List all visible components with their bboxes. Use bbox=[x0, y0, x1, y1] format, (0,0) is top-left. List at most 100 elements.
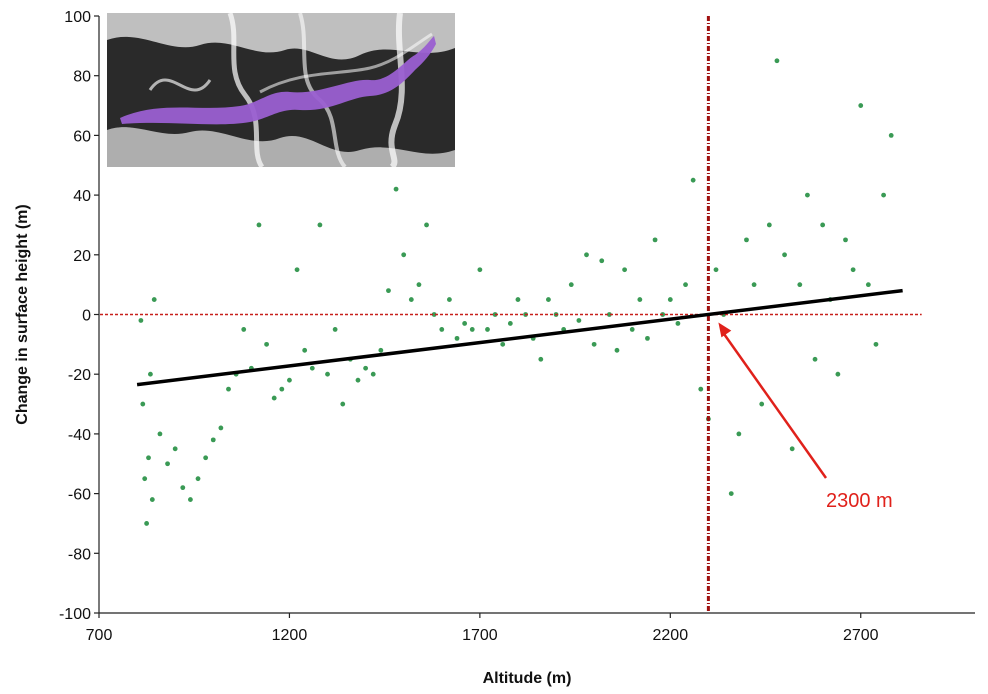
data-point bbox=[195, 476, 201, 482]
data-point bbox=[850, 267, 856, 273]
glacier-outline bbox=[120, 36, 436, 125]
data-point bbox=[151, 297, 157, 302]
data-point bbox=[477, 267, 483, 273]
data-point bbox=[408, 297, 414, 302]
y-tick-label: 100 bbox=[64, 9, 91, 26]
data-point bbox=[789, 446, 795, 452]
data-point bbox=[264, 341, 269, 347]
y-tick-label: 20 bbox=[73, 248, 91, 265]
data-point bbox=[820, 222, 826, 228]
data-point bbox=[515, 297, 521, 302]
data-point bbox=[332, 327, 338, 332]
data-point bbox=[591, 341, 597, 347]
data-point bbox=[576, 318, 582, 323]
data-point bbox=[386, 288, 391, 294]
data-point bbox=[759, 401, 765, 407]
data-point bbox=[835, 371, 841, 377]
data-point bbox=[599, 258, 605, 264]
scatter-points bbox=[138, 58, 894, 526]
data-point bbox=[424, 222, 429, 228]
data-point bbox=[805, 192, 810, 198]
data-point bbox=[370, 371, 376, 377]
x-tick-label: 2700 bbox=[843, 627, 879, 644]
inset-satellite-image bbox=[107, 12, 455, 170]
data-point bbox=[622, 267, 627, 273]
data-point bbox=[698, 386, 704, 392]
data-point bbox=[645, 335, 650, 341]
data-point bbox=[416, 282, 422, 288]
y-axis-ticks: -100 -80 -60 -40 -20 0 20 40 60 80 100 bbox=[59, 9, 99, 623]
data-point bbox=[325, 371, 330, 377]
x-axis-ticks: 700 1200 1700 2200 2700 bbox=[86, 613, 879, 644]
data-point bbox=[736, 431, 742, 437]
y-tick-label: 0 bbox=[82, 308, 91, 325]
data-point bbox=[858, 103, 864, 108]
data-point bbox=[546, 297, 551, 302]
data-point bbox=[652, 237, 658, 243]
data-point bbox=[431, 312, 437, 317]
data-point bbox=[462, 321, 468, 326]
data-point bbox=[302, 347, 308, 353]
data-point bbox=[766, 222, 772, 228]
data-point bbox=[149, 497, 155, 502]
annotation-label: 2300 m bbox=[826, 490, 893, 512]
data-point bbox=[218, 425, 224, 431]
data-point bbox=[469, 327, 475, 332]
data-point bbox=[881, 192, 886, 198]
annotation-arrowhead bbox=[718, 322, 732, 338]
data-point bbox=[393, 186, 399, 192]
x-tick-label: 1700 bbox=[462, 627, 498, 644]
data-point bbox=[782, 252, 787, 258]
data-point bbox=[363, 365, 369, 371]
axes: 700 1200 1700 2200 2700 -100 -80 -60 -40 -20 0 20 4… bbox=[59, 9, 975, 644]
data-point bbox=[317, 222, 323, 228]
data-point bbox=[378, 347, 384, 353]
x-tick-label: 1200 bbox=[272, 627, 308, 644]
y-tick-label: -40 bbox=[68, 427, 91, 444]
data-point bbox=[188, 497, 193, 502]
data-point bbox=[675, 321, 681, 326]
data-point bbox=[637, 297, 643, 302]
annotation-arrow bbox=[723, 333, 828, 479]
data-point bbox=[728, 491, 734, 496]
data-point bbox=[744, 237, 749, 243]
data-point bbox=[142, 476, 148, 482]
data-point bbox=[683, 282, 688, 288]
data-point bbox=[340, 401, 346, 407]
data-point bbox=[279, 386, 285, 392]
data-point bbox=[713, 267, 719, 273]
data-point bbox=[287, 377, 292, 383]
data-point bbox=[210, 437, 216, 443]
data-point bbox=[584, 252, 589, 258]
y-tick-label: 40 bbox=[73, 188, 91, 205]
data-point bbox=[454, 335, 460, 341]
data-point bbox=[485, 327, 490, 332]
data-point bbox=[538, 356, 544, 362]
data-point bbox=[774, 58, 780, 64]
data-point bbox=[500, 341, 506, 347]
x-tick-label: 2200 bbox=[653, 627, 689, 644]
data-point bbox=[690, 177, 696, 183]
data-point bbox=[256, 222, 262, 228]
data-point bbox=[157, 431, 163, 437]
data-point bbox=[226, 386, 231, 392]
data-point bbox=[447, 297, 452, 302]
data-point bbox=[606, 312, 612, 317]
data-point bbox=[165, 461, 170, 467]
data-point bbox=[865, 282, 871, 288]
y-tick-label: -20 bbox=[68, 367, 91, 384]
y-axis-title: Change in surface height (m) bbox=[14, 204, 31, 424]
data-point bbox=[843, 237, 848, 243]
y-tick-label: 80 bbox=[73, 69, 91, 86]
data-point bbox=[873, 341, 879, 347]
data-point bbox=[751, 282, 757, 288]
y-tick-label: -80 bbox=[68, 546, 91, 563]
data-point bbox=[812, 356, 818, 362]
data-point bbox=[797, 282, 803, 288]
data-point bbox=[439, 327, 445, 332]
data-point bbox=[203, 455, 209, 461]
x-axis-title: Altitude (m) bbox=[483, 670, 572, 687]
data-point bbox=[667, 297, 673, 302]
data-point bbox=[172, 446, 178, 452]
data-point bbox=[309, 365, 315, 371]
